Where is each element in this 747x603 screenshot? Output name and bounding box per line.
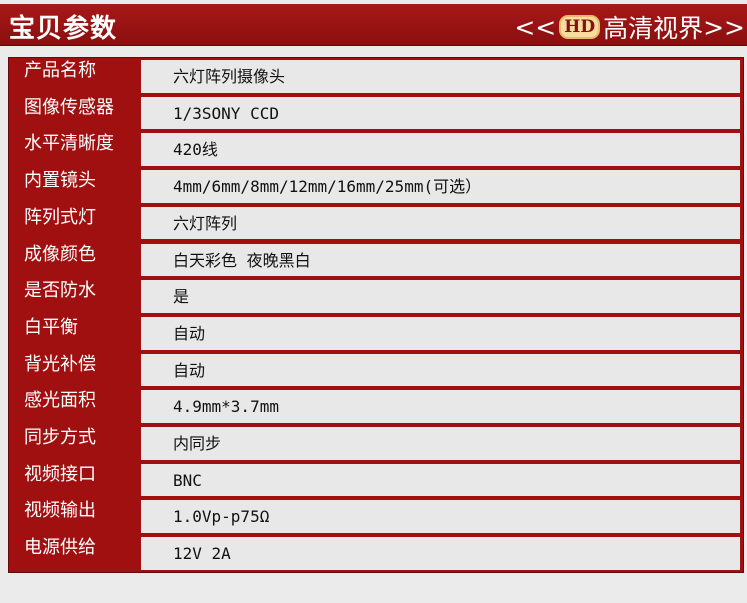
spec-label: 成像颜色 (24, 243, 96, 265)
spec-label: 视频接口 (24, 463, 96, 485)
spec-label: 产品名称 (24, 60, 96, 81)
slogan-right-arrows: >> (703, 12, 745, 42)
spec-value: 六灯阵列 (141, 206, 740, 240)
spec-value: 六灯阵列摄像头 (141, 60, 740, 93)
spec-row: 感光面积 4.9mm*3.7mm (9, 388, 743, 425)
spec-row: 是否防水 是 (9, 278, 743, 315)
spec-row: 电源供给 12V 2A (9, 535, 743, 572)
spec-label: 内置镜头 (24, 170, 96, 192)
spec-value: 4.9mm*3.7mm (141, 390, 740, 423)
slogan: << HD 高清视界 >> (514, 9, 745, 45)
spec-row: 阵列式灯 六灯阵列 (9, 205, 743, 242)
spec-value: 内同步 (141, 427, 740, 460)
spec-value: 是 (141, 280, 740, 313)
spec-row: 产品名称 六灯阵列摄像头 (9, 58, 743, 95)
spec-value: BNC (141, 463, 740, 497)
spec-label: 电源供给 (24, 537, 96, 559)
spec-row: 视频输出 1.0Vp-p75Ω (9, 498, 743, 535)
spec-value: 自动 (141, 353, 740, 387)
spec-label: 水平清晰度 (24, 133, 114, 155)
header-bar: 宝贝参数 << HD 高清视界 >> (0, 4, 747, 46)
slogan-left-arrows: << (514, 12, 557, 42)
spec-row: 图像传感器 1/3SONY CCD (9, 95, 743, 132)
spec-value: 白天彩色 夜晚黑白 (141, 243, 740, 277)
spec-label: 是否防水 (24, 280, 96, 302)
spec-label: 白平衡 (24, 316, 78, 338)
spec-table: 产品名称 六灯阵列摄像头 图像传感器 1/3SONY CCD 水平清晰度 420线 内置镜头… (8, 57, 744, 573)
spec-label: 感光面积 (24, 390, 96, 412)
spec-row: 内置镜头 4mm/6mm/8mm/12mm/16mm/25mm(可选） (9, 168, 743, 205)
spec-label: 背光补偿 (24, 353, 96, 375)
spec-row: 同步方式 内同步 (9, 425, 743, 462)
spec-row: 水平清晰度 420线 (9, 131, 743, 168)
spec-row: 成像颜色 白天彩色 夜晚黑白 (9, 242, 743, 279)
spec-row: 白平衡 自动 (9, 315, 743, 352)
page-title: 宝贝参数 (9, 14, 118, 44)
spec-row: 背光补偿 自动 (9, 352, 743, 389)
spec-row: 视频接口 BNC (9, 462, 743, 499)
spec-value: 1/3SONY CCD (141, 96, 740, 130)
spec-label: 阵列式灯 (24, 206, 96, 228)
spec-label: 图像传感器 (24, 96, 114, 118)
slogan-text: 高清视界 (603, 14, 704, 43)
hd-badge: HD (559, 15, 601, 39)
spec-label: 同步方式 (24, 427, 96, 448)
spec-label: 视频输出 (24, 500, 96, 522)
spec-value: 4mm/6mm/8mm/12mm/16mm/25mm(可选） (141, 170, 740, 203)
spec-value: 自动 (141, 316, 740, 350)
spec-value: 420线 (141, 133, 740, 167)
spec-value: 1.0Vp-p75Ω (141, 500, 740, 534)
spec-value: 12V 2A (141, 537, 740, 570)
